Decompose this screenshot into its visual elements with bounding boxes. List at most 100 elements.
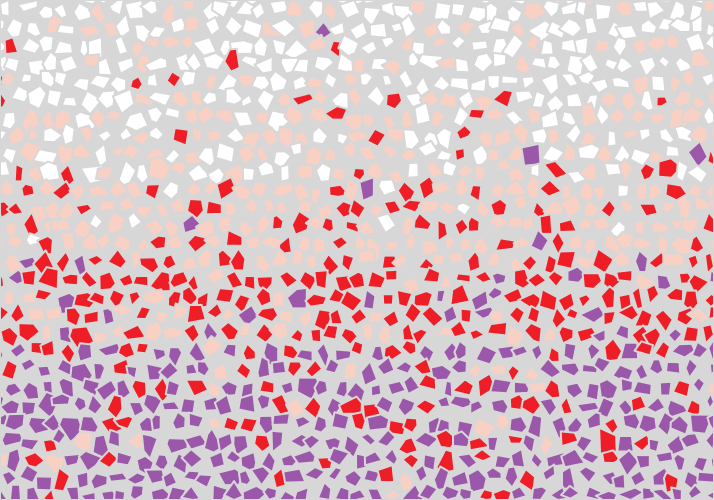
- mosaic-tile-857: [281, 343, 300, 361]
- mosaic-tile-663: [555, 250, 578, 270]
- mosaic-tile-397: [303, 145, 324, 168]
- mosaic-tile-615: [458, 237, 474, 253]
- mosaic-tile-350: [224, 125, 247, 144]
- mosaic-tile-715: [0, 288, 3, 310]
- mosaic-tile-218: [108, 75, 128, 95]
- mosaic-tile-472: [144, 183, 162, 201]
- mosaic-tile-500: [647, 182, 665, 203]
- mosaic-tile-541: [637, 202, 659, 218]
- mosaic-tile-464: [0, 179, 15, 197]
- mosaic-tile-249: [667, 73, 683, 96]
- mosaic-tile-387: [120, 141, 142, 161]
- mosaic-tile-608: [330, 235, 350, 251]
- mosaic-tile-518: [222, 199, 237, 218]
- mosaic-tile-1192: [262, 485, 278, 500]
- mosaic-tile-1081: [521, 432, 537, 454]
- mosaic-tile-764: [108, 302, 136, 318]
- mosaic-tile-341: [60, 122, 76, 146]
- mosaic-tile-56: [210, 0, 232, 19]
- mosaic-tile-858: [294, 348, 314, 363]
- mosaic-tile-306: [184, 105, 201, 126]
- mosaic-tile-969: [20, 400, 38, 418]
- mosaic-tile-1016: [112, 414, 135, 431]
- mosaic-tile-415: [629, 147, 653, 168]
- mosaic-tile-467: [50, 180, 74, 201]
- mosaic-tile-578: [538, 213, 554, 235]
- mosaic-tile-1018: [150, 413, 162, 432]
- mosaic-tile-373: [637, 126, 652, 143]
- mosaic-tile-484: [358, 176, 375, 202]
- mosaic-tile-948: [402, 374, 422, 395]
- mosaic-tile-424: [37, 160, 62, 183]
- mosaic-tile-792: [616, 303, 640, 322]
- mosaic-tile-191: [380, 57, 404, 78]
- mosaic-tile-743: [486, 285, 504, 301]
- mosaic-tile-239: [486, 74, 501, 91]
- mosaic-tile-961: [631, 380, 653, 397]
- mosaic-tile-651: [340, 252, 356, 273]
- mosaic-tile-710: [655, 273, 673, 291]
- mosaic-tile-365: [493, 127, 514, 149]
- mosaic-tile-598: [147, 234, 168, 251]
- mosaic-tile-208: [689, 48, 713, 69]
- mosaic-tile-1159: [413, 463, 429, 484]
- mosaic-tile-44: [0, 0, 11, 18]
- mosaic-tile-205: [637, 55, 658, 78]
- mosaic-tile-561: [237, 218, 257, 239]
- mosaic-tile-1153: [302, 466, 327, 482]
- mosaic-tile-953: [489, 377, 513, 395]
- mosaic-tile-817: [309, 327, 323, 344]
- mosaic-tile-774: [296, 308, 314, 330]
- mosaic-tile-506: [6, 201, 25, 216]
- mosaic-tile-955: [525, 380, 548, 395]
- mosaic-tile-358: [366, 127, 387, 148]
- mosaic-tile-231: [342, 70, 361, 87]
- mosaic-tile-1171: [629, 469, 647, 488]
- mosaic-tile-117: [557, 17, 583, 39]
- mosaic-tile-676: [36, 266, 60, 291]
- mosaic-tile-437: [279, 163, 291, 183]
- mosaic-tile-871: [530, 343, 544, 363]
- mosaic-tile-401: [380, 142, 400, 161]
- mosaic-tile-628: [688, 234, 706, 254]
- mosaic-tile-790: [578, 304, 606, 325]
- mosaic-tile-836: [642, 326, 662, 353]
- mosaic-tile-934: [152, 376, 172, 404]
- mosaic-tile-322: [467, 107, 487, 120]
- mosaic-tile-498: [616, 183, 630, 199]
- mosaic-tile-104: [327, 20, 346, 37]
- mosaic-tile-438: [295, 163, 315, 181]
- mosaic-tile-523: [315, 201, 336, 223]
- mosaic-tile-686: [224, 270, 245, 290]
- mosaic-tile-757: [0, 304, 11, 323]
- mosaic-tile-476: [215, 176, 238, 202]
- mosaic-tile-898: [256, 355, 272, 380]
- mosaic-tile-287: [598, 90, 618, 109]
- mosaic-tile-475: [202, 178, 219, 197]
- mosaic-tile-1065: [232, 434, 250, 457]
- mosaic-tile-601: [203, 233, 223, 250]
- mosaic-tile-89: [55, 23, 76, 36]
- mosaic-tile-77: [594, 2, 613, 22]
- mosaic-tile-837: [667, 327, 684, 344]
- mosaic-tile-321: [451, 104, 471, 128]
- mosaic-tile-1091: [704, 429, 714, 452]
- mosaic-tile-49: [88, 0, 107, 26]
- mosaic-tile-101: [268, 17, 298, 39]
- mosaic-tile-834: [614, 323, 630, 342]
- mosaic-tile-587: [701, 211, 714, 235]
- mosaic-tile-308: [211, 107, 236, 125]
- mosaic-tile-430: [147, 155, 173, 182]
- mosaic-tile-850: [151, 346, 168, 363]
- mosaic-tile-313: [307, 106, 330, 124]
- mosaic-tile-1120: [471, 448, 494, 463]
- mosaic-tile-862: [370, 344, 386, 363]
- mosaic-tile-778: [367, 309, 385, 324]
- mosaic-tile-1165: [517, 468, 537, 494]
- mosaic-tile-903: [342, 361, 358, 381]
- mosaic-tile-409: [520, 142, 542, 167]
- mosaic-tile-1076: [434, 428, 458, 450]
- mosaic-tile-740: [435, 288, 447, 304]
- mosaic-tile-85: [0, 16, 6, 33]
- mosaic-tile-1045: [637, 413, 658, 434]
